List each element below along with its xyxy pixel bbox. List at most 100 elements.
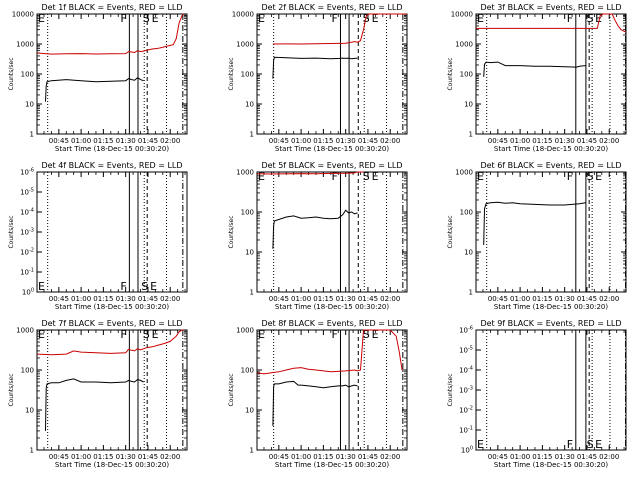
marker-label-e: E [258,12,265,25]
y-tick-label: 1000 [16,41,34,49]
x-tick-label: 01:45 [577,295,597,303]
x-tick-label: 00:45 [488,453,508,461]
x-tick-label: 01:15 [93,453,113,461]
x-axis-label: Start Time (18-Dec-15 00:30:20) [494,303,608,311]
y-tick-label: 100 [21,71,34,79]
marker-label-e: E [372,12,379,25]
x-tick-label: 01:45 [138,137,158,145]
plot-frame [256,329,408,451]
x-tick-label: 01:15 [93,137,113,145]
y-tick-label: 100 [461,446,473,455]
chart-title: Det 8f BLACK = Events, RED = LLD [261,319,402,328]
x-tick-label: 01:15 [313,295,333,303]
chart-title: Det 7f BLACK = Events, RED = LLD [41,319,182,328]
marker-label-s: S [143,12,150,25]
chart-title: Det 3f BLACK = Events, RED = LLD [480,3,621,12]
y-tick-label: 1 [250,131,254,139]
events-series-line [45,77,144,102]
marker-label-e: E [38,280,45,293]
y-tick-label: 1000 [16,327,34,335]
x-tick-label: 01:45 [138,453,158,461]
chart-panel-4: Det 4f BLACK = Events, RED = LLD 100 10-1 1… [8,161,188,311]
x-tick-label: 01:45 [358,453,378,461]
y-tick-label: 10-1 [20,268,34,277]
y-tick-exponent: -1 [468,426,473,432]
y-tick-label: 10 [25,101,34,109]
marker-label-e: E [372,328,379,341]
y-tick-label: 100 [21,367,34,375]
x-tick-label: 02:00 [160,295,180,303]
x-axis-label: Start Time (18-Dec-15 00:30:20) [275,303,389,311]
x-tick-label: 01:00 [291,453,311,461]
y-tick-label: 10 [464,249,473,257]
x-tick-label: 02:00 [599,137,619,145]
y-tick-label: 1 [30,447,34,455]
marker-label-e: E [477,170,484,183]
marker-label-f: F [331,328,337,341]
x-axis-label: Start Time (18-Dec-15 00:30:20) [55,145,169,153]
marker-label-e: E [38,328,45,341]
y-tick-label: 100 [460,209,473,217]
x-tick-label: 02:00 [599,295,619,303]
y-tick-label: 1000 [236,41,254,49]
y-tick-label: 10 [464,101,473,109]
y-tick-label: 10-6 [459,326,473,335]
x-tick-label: 01:45 [577,137,597,145]
x-axis-label: Start Time (18-Dec-15 00:30:20) [275,461,389,469]
plot-frame [475,329,627,451]
y-tick-label: 1 [469,131,473,139]
y-tick-label: 10-4 [459,366,473,375]
chart-title: Det 1f BLACK = Events, RED = LLD [41,3,182,12]
events-series-line [483,61,586,77]
x-tick-label: 01:15 [532,453,552,461]
x-tick-label: 01:45 [358,137,378,145]
x-tick-label: 02:00 [380,453,400,461]
x-tick-label: 01:00 [71,453,91,461]
chart-panel-7: Det 7f BLACK = Events, RED = LLD 1 10 100 10… [8,319,188,469]
y-tick-label: 10-2 [459,406,473,415]
y-tick-label: 1000 [236,327,254,335]
x-tick-label: 01:30 [555,137,575,145]
events-series-line [45,378,144,431]
chart-title: Det 5f BLACK = Events, RED = LLD [261,161,402,170]
x-axis-label: Start Time (18-Dec-15 00:30:20) [494,461,608,469]
marker-label-s: S [141,280,148,293]
y-tick-label: 1 [250,447,254,455]
x-tick-label: 01:00 [291,295,311,303]
y-tick-label: 100 [241,209,254,217]
y-tick-exponent: -1 [29,268,34,274]
x-tick-label: 01:00 [510,295,530,303]
x-axis-label: Start Time (18-Dec-15 00:30:20) [55,303,169,311]
x-tick-label: 01:15 [313,137,333,145]
y-tick-label: 1 [30,131,34,139]
events-series-line [483,201,586,246]
y-tick-label: 10-4 [20,208,34,217]
y-axis-label: Counts/sec [8,57,15,90]
chart-title: Det 2f BLACK = Events, RED = LLD [261,3,402,12]
y-tick-exponent: -3 [29,228,34,234]
chart-title: Det 6f BLACK = Events, RED = LLD [480,161,621,170]
plot-frame [36,329,188,451]
y-tick-label: 10-6 [20,168,34,177]
x-tick-label: 02:00 [380,137,400,145]
marker-label-s: S [587,438,594,451]
y-tick-exponent: 0 [31,288,34,294]
plot-frame [36,13,188,135]
chart-panel-9: Det 9f BLACK = Events, RED = LLD 100 10-1 1… [447,319,627,469]
y-axis-label: Counts/sec [228,57,235,90]
chart-panel-8: Det 8f BLACK = Events, RED = LLD 1 10 100 10… [228,319,408,469]
y-tick-label: 10 [245,249,254,257]
marker-label-e: E [477,438,484,451]
lld-series-line [272,13,407,45]
y-tick-label: 10-1 [459,426,473,435]
x-tick-label: 01:30 [555,453,575,461]
x-tick-label: 02:00 [160,137,180,145]
marker-label-e: E [595,438,602,451]
y-tick-label: 1 [250,289,254,297]
chart-panel-2: Det 2f BLACK = Events, RED = LLD 1 10 100 10… [228,3,408,153]
x-tick-label: 01:00 [510,453,530,461]
x-tick-label: 01:00 [71,295,91,303]
plot-frame [475,171,627,293]
y-tick-exponent: -6 [468,326,473,332]
x-tick-label: 00:45 [269,453,289,461]
